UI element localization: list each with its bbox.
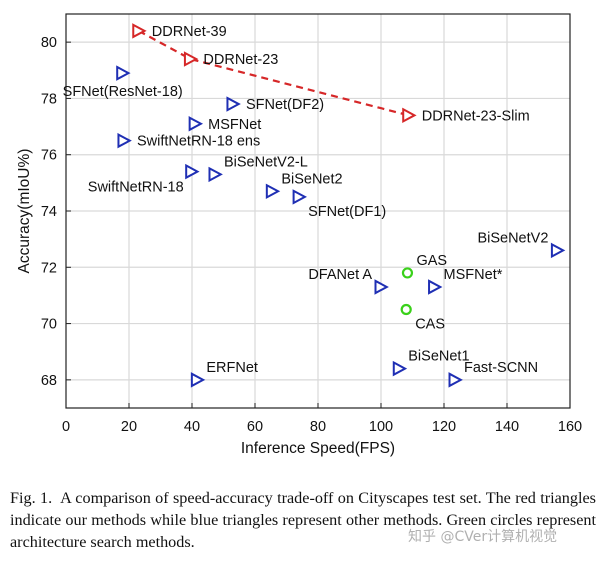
point-label: ERFNet — [206, 360, 258, 376]
point-marker-triangle — [208, 166, 223, 183]
point-marker-triangle — [132, 23, 147, 39]
point-label: BiSeNetV2 — [477, 230, 548, 246]
point-marker-triangle — [116, 65, 131, 81]
point-marker-triangle — [550, 242, 566, 259]
point-label: CAS — [415, 317, 445, 333]
point-marker-triangle — [265, 183, 281, 200]
point-label: SFNet(DF2) — [246, 97, 324, 113]
point-marker-triangle — [402, 107, 417, 124]
y-tick-label: 74 — [41, 204, 57, 220]
y-tick-label: 76 — [41, 148, 57, 164]
point-marker-circle — [400, 303, 412, 316]
grid-lines — [66, 14, 570, 408]
point-marker-triangle — [292, 189, 307, 205]
x-tick-label: 40 — [184, 419, 200, 435]
point-label: SFNet(DF1) — [308, 204, 386, 220]
point-marker-triangle — [374, 279, 389, 295]
point-label: BiSeNet2 — [281, 171, 342, 187]
point-label: DDRNet-23-Slim — [422, 108, 530, 124]
point-label: DDRNet-39 — [152, 24, 227, 40]
scatter-chart: 0 20 40 60 80 100 120 140 160 68 70 72 74 76 78 80 DDRN… — [16, 13, 582, 457]
y-tick-label: 70 — [41, 317, 57, 333]
y-tick-label: 72 — [41, 260, 57, 276]
trend-line-path — [138, 29, 409, 117]
figure-label: Fig. 1. — [10, 489, 53, 507]
y-axis-label: Accuracy(mIoU%) — [16, 149, 33, 274]
point-marker-triangle — [183, 51, 199, 67]
x-tick-label: 60 — [247, 419, 263, 435]
point-label: GAS — [416, 253, 447, 269]
x-tick-label: 140 — [495, 419, 519, 435]
y-tick-label: 68 — [41, 373, 57, 389]
point-label: MSFNet* — [444, 267, 503, 283]
trend-line — [138, 29, 409, 117]
point-marker-triangle — [185, 163, 200, 180]
point-marker-triangle — [188, 116, 204, 132]
point-label: DFANet A — [308, 267, 372, 283]
x-tick-label: 20 — [121, 419, 137, 435]
watermark: 知乎 @CVer计算机视觉 — [408, 529, 558, 545]
x-tick-label: 120 — [432, 419, 456, 435]
point-labels: DDRNet-39 DDRNet-23 DDRNet-23-Slim SFNet(Re… — [63, 24, 549, 376]
point-marker-circle — [401, 267, 414, 279]
point-label: SwiftNetRN-18 ens — [137, 134, 260, 150]
x-tick-label: 100 — [369, 419, 393, 435]
point-label: DDRNet-23 — [203, 52, 278, 68]
point-marker-triangle — [226, 96, 241, 112]
point-marker-triangle — [392, 360, 408, 377]
point-label: BiSeNetV2-L — [224, 154, 308, 170]
x-axis-label: Inference Speed(FPS) — [241, 440, 395, 457]
point-label: SFNet(ResNet-18) — [63, 84, 183, 100]
point-marker-triangle — [190, 372, 206, 388]
figure-caption: Fig. 1. A comparison of speed-accuracy tr… — [10, 487, 596, 553]
x-tick-label: 0 — [62, 419, 70, 435]
point-marker-triangle — [448, 372, 463, 388]
point-marker-triangle — [117, 132, 132, 149]
x-tick-label: 80 — [310, 419, 326, 435]
point-label: MSFNet — [208, 117, 261, 133]
x-tick-label: 160 — [558, 419, 582, 435]
point-label: BiSeNet1 — [408, 349, 469, 365]
y-tick-label: 78 — [41, 91, 57, 107]
y-tick-label: 80 — [41, 35, 57, 51]
data-points — [116, 23, 566, 388]
point-label: SwiftNetRN-18 — [88, 180, 184, 196]
point-marker-triangle — [428, 279, 443, 295]
caption-text: A comparison of speed-accuracy trade-off… — [10, 489, 596, 551]
axis-ticks: 0 20 40 60 80 100 120 140 160 68 70 72 74 76 78 80 — [41, 35, 582, 435]
point-label: Fast-SCNN — [464, 360, 538, 376]
